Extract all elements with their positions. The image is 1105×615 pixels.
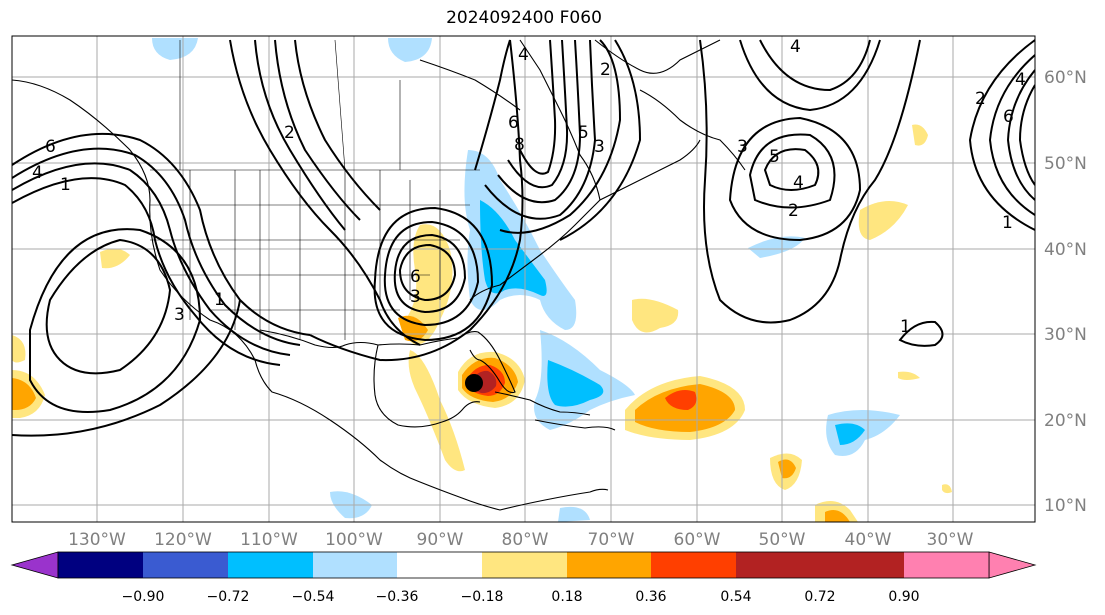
latitude-axis: 10°N 20°N 30°N 40°N 50°N 60°N (1044, 68, 1087, 516)
contour-label: 4 (793, 173, 804, 193)
storm-center-marker (465, 374, 483, 392)
positive-anomaly-west-edge (12, 335, 26, 363)
contour-label: 1 (1002, 213, 1013, 233)
contour-label: 2 (600, 60, 611, 80)
height-contours (12, 39, 1035, 437)
lat-tick-label: 20°N (1044, 411, 1087, 431)
lon-tick-label: 50°W (759, 530, 806, 550)
positive-anomaly-small-4-core (825, 509, 850, 522)
colorbar-bin (567, 552, 651, 578)
contour-label: 2 (788, 201, 799, 221)
positive-anomaly-small-6 (100, 248, 130, 269)
contour-label: 3 (174, 305, 185, 325)
colorbar-bin (482, 552, 567, 578)
contour-label: 5 (578, 123, 589, 143)
contour-label: 3 (594, 137, 605, 157)
lon-tick-label: 80°W (502, 530, 549, 550)
colorbar-bin (736, 552, 820, 578)
colorbar-tick-label: −0.90 (122, 589, 165, 605)
lon-tick-label: 90°W (417, 530, 464, 550)
lon-tick-label: 60°W (674, 530, 721, 550)
negative-anomaly-east-us-core (480, 200, 547, 296)
contour-label-group: 4 6 1 2 3 1 4 6 8 3 2 4 5 3 6 1 3 4 5 2 … (32, 37, 1026, 337)
colorbar-tick-label: −0.72 (207, 589, 250, 605)
colorbar-tick-label: 0.90 (888, 589, 919, 605)
colorbar-tick-label: 0.36 (635, 589, 666, 605)
lon-tick-label: 120°W (154, 530, 212, 550)
graticule (12, 36, 1035, 522)
colorbar: −0.90 −0.72 −0.54 −0.36 −0.18 0.18 0.36 … (10, 551, 1037, 605)
colorbar-bin (58, 552, 143, 578)
lat-tick-label: 10°N (1044, 496, 1087, 516)
positive-anomaly-tiny-2 (942, 484, 952, 494)
contour-label: 4 (1015, 70, 1026, 90)
colorbar-bin (397, 552, 482, 578)
coastlines (12, 39, 746, 511)
lon-tick-label: 30°W (927, 530, 974, 550)
contour-label: 8 (514, 135, 525, 155)
colorbar-frame (57, 551, 990, 579)
colorbar-tick-label: −0.54 (292, 589, 335, 605)
negative-anomaly-south-2 (558, 506, 590, 522)
lon-tick-label: 100°W (325, 530, 383, 550)
map-title: 2024092400 F060 (446, 8, 602, 28)
contour-label: 1 (900, 317, 911, 337)
colorbar-tick-label: −0.36 (376, 589, 419, 605)
positive-anomaly-atlantic-blob-core (665, 390, 697, 410)
contour-label: 4 (32, 163, 43, 183)
colorbar-tick-label: 0.18 (551, 589, 582, 605)
contour-label: 4 (790, 37, 801, 57)
contour-label: 4 (518, 45, 529, 65)
negative-anomaly-caribbean-core (547, 360, 604, 407)
lon-tick-label: 110°W (240, 530, 298, 550)
colorbar-tick-label: −0.18 (461, 589, 504, 605)
longitude-axis: 130°W 120°W 110°W 100°W 90°W 80°W 70°W 6… (68, 530, 974, 550)
colorbar-tick-label: 0.72 (804, 589, 835, 605)
colorbar-bin (313, 552, 397, 578)
contour-label: 1 (60, 175, 71, 195)
contour-label: 5 (769, 147, 780, 167)
contour-label: 3 (410, 287, 421, 307)
colorbar-bin (651, 552, 736, 578)
lat-tick-label: 40°N (1044, 240, 1087, 260)
contour-label: 6 (410, 267, 421, 287)
contour-label: 6 (45, 137, 56, 157)
negative-anomaly-atlantic-core (835, 423, 865, 445)
negative-anomaly-top-left (152, 38, 198, 60)
colorbar-bin (143, 552, 228, 578)
lon-tick-label: 40°W (845, 530, 892, 550)
lat-tick-label: 50°N (1044, 154, 1087, 174)
contour-label: 6 (508, 113, 519, 133)
state-borders (150, 39, 480, 340)
negative-anomaly-top-center (388, 38, 432, 62)
negative-anomaly-north-atlantic (748, 236, 805, 258)
colorbar-bin (820, 552, 904, 578)
contour-label: 2 (975, 89, 986, 109)
contour-label: 6 (1003, 107, 1014, 127)
map-border (11, 35, 1036, 523)
colorbar-tick-label: 0.54 (720, 589, 751, 605)
colorbar-overflow-arrow (988, 551, 1037, 579)
positive-anomaly-west-edge-2-core (12, 378, 36, 410)
contour-label: 2 (284, 123, 295, 143)
lat-tick-label: 30°N (1044, 325, 1087, 345)
colorbar-bin (228, 552, 313, 578)
colorbar-underflow-arrow (10, 551, 59, 579)
positive-anomaly-small-1 (632, 298, 679, 333)
lon-tick-label: 70°W (588, 530, 635, 550)
contour-label: 3 (737, 137, 748, 157)
positive-anomaly-gulf-strip (408, 350, 465, 472)
positive-anomaly-small-5 (912, 124, 928, 146)
positive-anomaly-tiny (898, 371, 920, 380)
lat-tick-label: 60°N (1044, 68, 1087, 88)
contour-label: 1 (214, 290, 225, 310)
lon-tick-label: 130°W (68, 530, 126, 550)
positive-anomaly-small-2 (858, 201, 908, 240)
colorbar-bin (904, 552, 989, 578)
